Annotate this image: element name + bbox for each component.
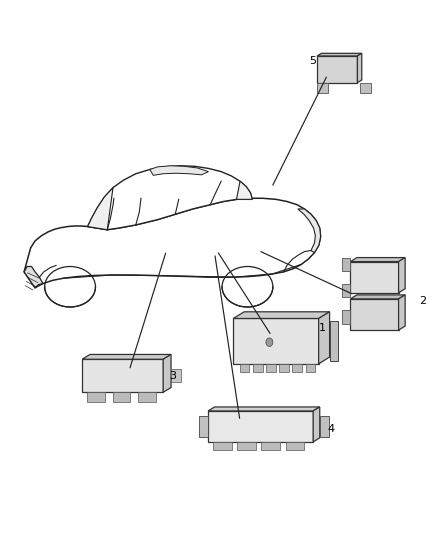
FancyBboxPatch shape [342,257,350,271]
Polygon shape [350,295,405,299]
Polygon shape [317,56,357,83]
Polygon shape [350,262,399,293]
Text: 3: 3 [170,371,177,381]
Polygon shape [88,166,252,230]
Text: 1: 1 [318,323,325,333]
Polygon shape [208,411,313,442]
Polygon shape [163,354,171,392]
Polygon shape [313,407,320,442]
FancyBboxPatch shape [305,364,315,372]
FancyBboxPatch shape [113,392,131,402]
Polygon shape [399,295,405,330]
Circle shape [266,338,273,346]
FancyBboxPatch shape [171,369,181,382]
Polygon shape [82,354,171,359]
FancyBboxPatch shape [261,442,280,450]
Polygon shape [88,188,113,230]
FancyBboxPatch shape [279,364,289,372]
FancyBboxPatch shape [237,442,256,450]
FancyBboxPatch shape [317,83,328,93]
FancyBboxPatch shape [88,392,105,402]
FancyBboxPatch shape [330,321,338,361]
FancyBboxPatch shape [253,364,263,372]
FancyBboxPatch shape [293,364,302,372]
Polygon shape [399,257,405,293]
FancyBboxPatch shape [138,392,156,402]
FancyBboxPatch shape [199,416,208,437]
Polygon shape [24,266,43,288]
Text: 5: 5 [310,56,317,66]
Polygon shape [357,53,362,83]
FancyBboxPatch shape [320,416,328,437]
FancyBboxPatch shape [342,284,350,297]
Polygon shape [350,299,399,330]
FancyBboxPatch shape [240,364,250,372]
Polygon shape [24,198,321,288]
Polygon shape [233,312,330,319]
Polygon shape [298,209,321,253]
Polygon shape [82,359,163,392]
Polygon shape [237,181,252,199]
FancyBboxPatch shape [342,310,350,324]
Text: 4: 4 [327,424,334,434]
FancyBboxPatch shape [266,364,276,372]
Polygon shape [208,407,320,411]
Text: 2: 2 [419,296,426,306]
Polygon shape [319,312,330,364]
FancyBboxPatch shape [286,442,304,450]
FancyBboxPatch shape [360,83,371,93]
Polygon shape [317,53,362,56]
Polygon shape [350,257,405,262]
Polygon shape [150,166,208,175]
FancyBboxPatch shape [213,442,232,450]
Polygon shape [233,319,319,364]
